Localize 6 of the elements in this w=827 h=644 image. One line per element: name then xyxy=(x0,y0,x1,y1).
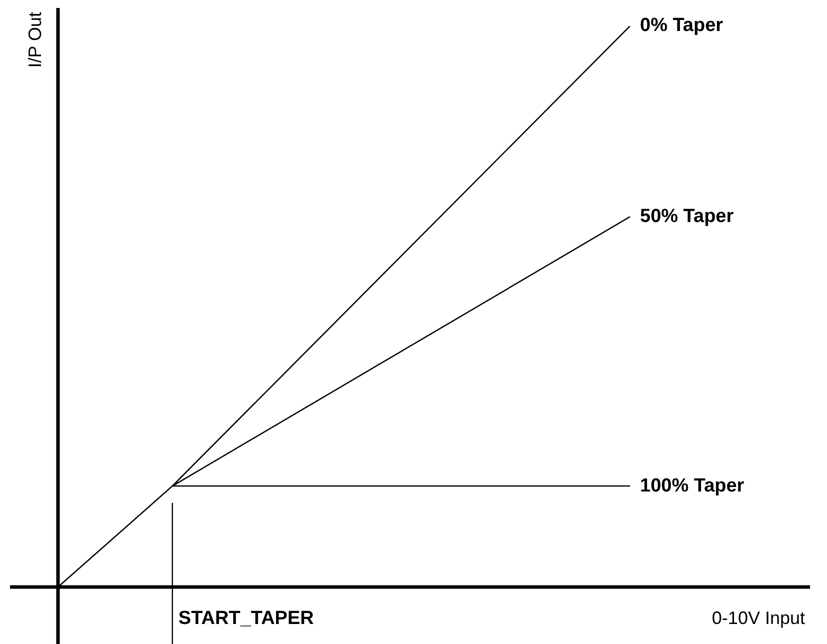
series-label: 50% Taper xyxy=(640,206,734,227)
series-label: 0% Taper xyxy=(640,15,724,36)
text: START_TAPER xyxy=(178,608,314,630)
x-axis-title: 0-10V Input xyxy=(712,608,805,628)
y-axis-title: I/P Out xyxy=(24,12,45,68)
series-label: 100% Taper xyxy=(640,475,745,496)
